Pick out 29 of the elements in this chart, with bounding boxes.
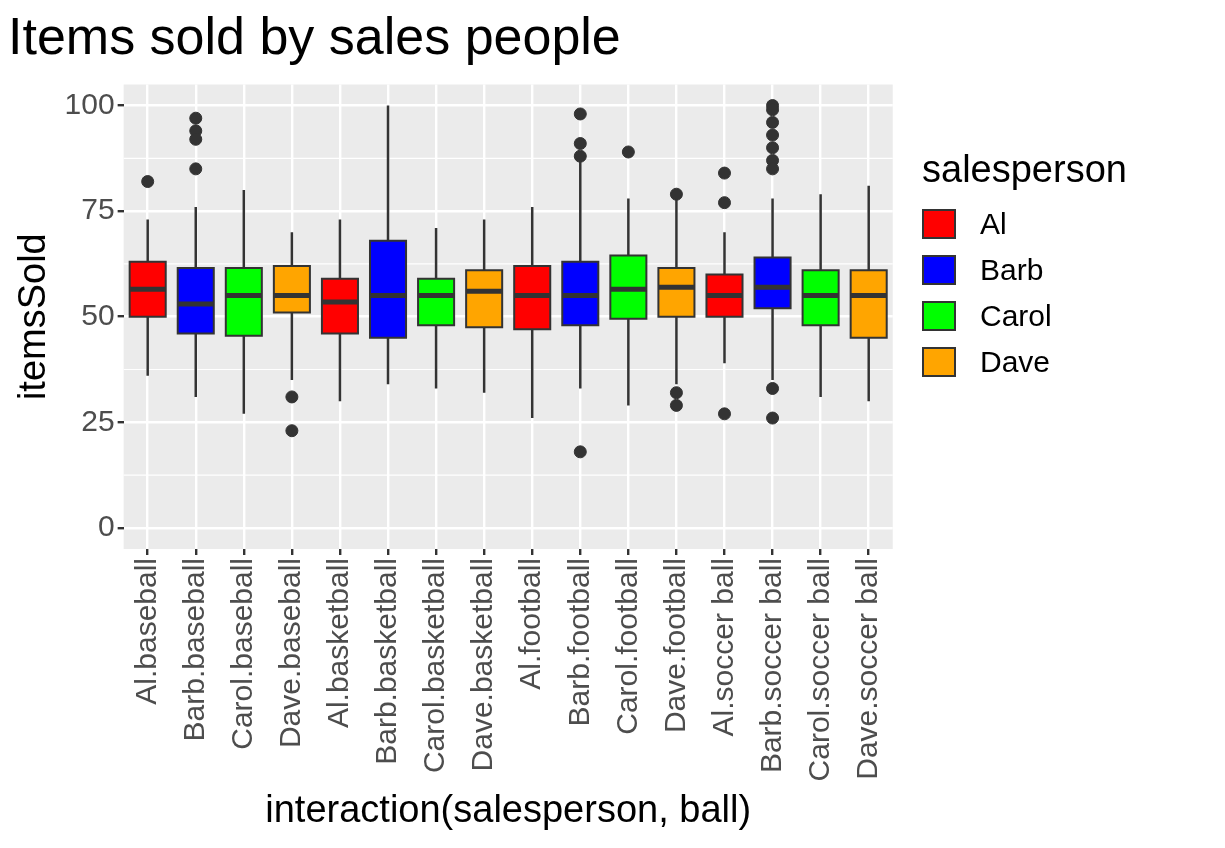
x-tick-label: Dave.football — [657, 557, 691, 734]
y-tick-label: 0 — [97, 509, 115, 543]
y-tick-label: 75 — [81, 192, 115, 226]
x-tick-label: Carol.soccer ball — [801, 557, 835, 782]
x-tick-label: Barb.basketball — [369, 557, 403, 765]
x-tick-label: Dave.baseball — [273, 557, 307, 749]
legend-label: Al — [980, 207, 1007, 241]
x-tick-label: Barb.football — [561, 557, 595, 727]
x-tick-label: Al.basketball — [321, 557, 355, 729]
x-tick-label: Barb.soccer ball — [753, 557, 787, 774]
x-tick-label: Carol.football — [609, 557, 643, 735]
legend-title: salesperson — [922, 148, 1127, 191]
x-tick-label: Carol.basketball — [417, 557, 451, 774]
legend-label: Dave — [980, 345, 1051, 379]
x-tick-label: Barb.baseball — [177, 557, 211, 742]
x-axis-title: interaction(salesperson, ball) — [265, 787, 752, 830]
y-tick-label: 100 — [64, 86, 115, 120]
x-tick-label: Al.baseball — [128, 557, 162, 705]
chart-title: Items sold by sales people — [8, 6, 621, 65]
x-tick-label: Dave.basketball — [465, 557, 499, 772]
y-tick-label: 50 — [81, 297, 115, 331]
legend-label: Carol — [980, 299, 1052, 333]
y-axis-title: itemsSold — [11, 233, 54, 401]
legend-label: Barb — [980, 253, 1044, 287]
x-tick-label: Al.soccer ball — [705, 557, 739, 737]
x-tick-label: Carol.baseball — [225, 557, 259, 750]
y-tick-label: 25 — [81, 403, 115, 437]
x-tick-label: Dave.soccer ball — [849, 557, 883, 780]
x-tick-label: Al.football — [513, 557, 547, 690]
